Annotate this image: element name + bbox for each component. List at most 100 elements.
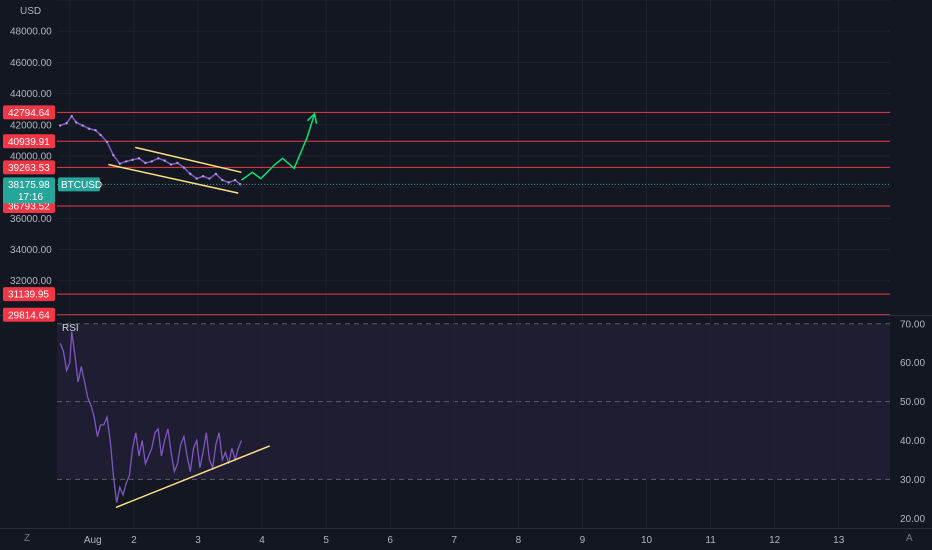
- price-point: [150, 160, 154, 163]
- level-tag-label: 39263.53: [8, 163, 50, 174]
- rsi-tick-label: 40.00: [900, 436, 925, 447]
- price-left-axis-bg: [0, 0, 57, 315]
- price-point: [176, 161, 179, 165]
- level-tag[interactable]: [3, 307, 55, 322]
- price-point: [208, 177, 211, 180]
- price-point: [233, 178, 237, 182]
- rsi-pane[interactable]: RSI: [57, 316, 890, 528]
- auto-scale-a-icon[interactable]: A: [906, 533, 913, 544]
- price-tick-label: 46000.00: [10, 58, 52, 69]
- channel-upper-line[interactable]: [135, 146, 242, 174]
- price-point: [87, 127, 91, 130]
- horizontal-levels[interactable]: [57, 111, 920, 316]
- price-tick-label: 34000.00: [10, 245, 52, 256]
- level-tag[interactable]: [3, 105, 55, 120]
- time-tick-label: 10: [641, 535, 653, 546]
- price-point: [144, 161, 147, 165]
- price-point: [157, 157, 160, 160]
- price-point: [94, 129, 97, 132]
- price-point: [169, 163, 173, 166]
- currency-label: USD: [20, 6, 41, 17]
- price-grid: [57, 0, 890, 315]
- time-tick-label: 12: [769, 535, 781, 546]
- level-tag[interactable]: [3, 287, 55, 302]
- price-tick-label: 44000.00: [10, 89, 52, 100]
- price-point: [131, 158, 134, 162]
- rsi-tick-label: 50.00: [900, 397, 925, 408]
- level-tag-label: 29814.64: [8, 310, 50, 321]
- time-tick-label: 5: [323, 535, 329, 546]
- price-point: [99, 133, 102, 137]
- time-tick-label: 13: [833, 535, 845, 546]
- symbol-tag[interactable]: [58, 177, 100, 192]
- price-point: [118, 162, 121, 165]
- price-point: [201, 175, 205, 178]
- last-price-label: 38175.98: [8, 180, 50, 191]
- price-point: [125, 160, 128, 163]
- price-point: [163, 159, 166, 162]
- price-tick-label: 40000.00: [10, 151, 52, 162]
- rsi-line: [59, 331, 243, 503]
- level-tag[interactable]: [3, 134, 55, 149]
- time-tick-label: Aug: [84, 535, 102, 546]
- price-axis-bg: [890, 0, 932, 315]
- time-tick-label: 11: [705, 535, 716, 546]
- price-tick-label: 32000.00: [10, 276, 52, 287]
- rsi-trendline[interactable]: [115, 445, 270, 509]
- time-tick-label: 3: [195, 535, 201, 546]
- level-tag-label: 40939.91: [8, 137, 50, 148]
- price-tick-label: 42000.00: [10, 120, 52, 131]
- rsi-tick-label: 20.00: [900, 514, 925, 525]
- price-point: [195, 177, 198, 180]
- price-point: [221, 178, 224, 182]
- rsi-series: [59, 331, 243, 503]
- time-tick-label: 7: [451, 535, 457, 546]
- rsi-axis[interactable]: 20.00 30.00 40.00 50.00 60.00 70.00: [900, 319, 925, 524]
- currency-badge[interactable]: USD: [0, 3, 52, 17]
- price-point: [137, 157, 141, 160]
- price-tick-label: 36000.00: [10, 214, 52, 225]
- price-tick-label: 48000.00: [10, 27, 52, 38]
- price-point: [70, 114, 73, 118]
- price-point: [59, 124, 62, 127]
- rsi-tick-label: 30.00: [900, 475, 925, 486]
- price-pane[interactable]: [57, 0, 920, 316]
- time-axis[interactable]: Aug 2 3 4 5 6 7 8 9 10 11 12 13: [0, 528, 932, 547]
- price-point: [105, 140, 109, 144]
- projection-arrowhead[interactable]: [306, 112, 318, 124]
- level-tag-label: 36793.52: [8, 201, 50, 212]
- level-tag-label: 31139.95: [8, 290, 49, 301]
- price-point: [81, 124, 84, 127]
- rsi-grid: [57, 316, 890, 528]
- last-price-tag[interactable]: [3, 177, 55, 204]
- price-point: [75, 121, 78, 124]
- rsi-tick-label: 70.00: [900, 319, 925, 330]
- timezone-z-icon[interactable]: Z: [24, 533, 31, 544]
- countdown-label: 17:16: [18, 192, 43, 203]
- channel-lower-line[interactable]: [108, 163, 239, 194]
- rsi-title: RSI: [62, 323, 79, 334]
- price-point: [227, 181, 230, 184]
- currency-badge-bg: [0, 3, 52, 16]
- price-point: [182, 166, 186, 169]
- time-tick-label: 6: [387, 535, 393, 546]
- time-tick-label: 8: [516, 535, 522, 546]
- price-point: [112, 153, 115, 157]
- price-point: [214, 172, 218, 176]
- level-tag[interactable]: [3, 160, 55, 175]
- price-axis[interactable]: 32000.0034000.0036000.0038000.0040000.00…: [0, 0, 932, 322]
- price-drawings[interactable]: [108, 112, 318, 194]
- time-tick-label: 2: [131, 535, 137, 546]
- projection-path[interactable]: [241, 113, 316, 181]
- time-tick-label: 9: [580, 535, 586, 546]
- level-tag-label: 42794.64: [8, 108, 50, 119]
- symbol-label: BTCUSD: [61, 180, 102, 191]
- price-line: [59, 114, 241, 186]
- price-point: [65, 121, 68, 125]
- time-tick-label: 4: [259, 535, 265, 546]
- price-point: [189, 172, 192, 176]
- rsi-drawings[interactable]: [115, 445, 270, 509]
- rsi-tick-label: 60.00: [900, 358, 925, 369]
